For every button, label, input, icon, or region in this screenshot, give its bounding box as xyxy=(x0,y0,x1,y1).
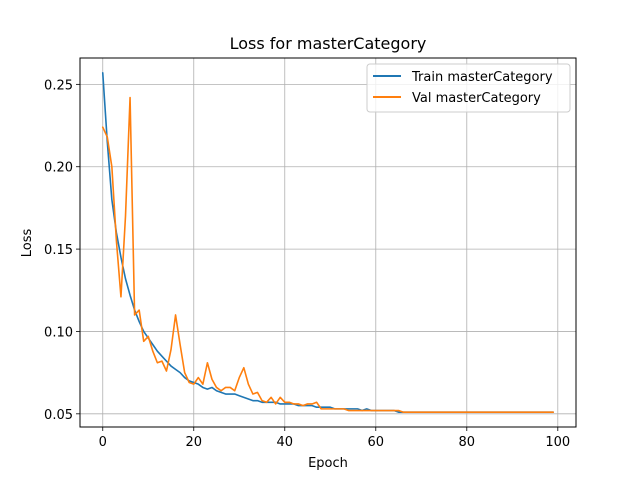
y-tick-label: 0.15 xyxy=(44,243,73,258)
x-tick-label: 20 xyxy=(185,435,202,450)
legend: Train masterCategory Val masterCategory xyxy=(366,63,571,113)
y-tick-label: 0.20 xyxy=(44,161,73,176)
chart-title: Loss for masterCategory xyxy=(230,34,427,53)
legend-label-train: Train masterCategory xyxy=(411,70,553,85)
legend-label-val: Val masterCategory xyxy=(412,91,541,106)
x-tick-label: 60 xyxy=(368,435,385,450)
y-tick-label: 0.10 xyxy=(44,325,73,340)
x-tick-label: 0 xyxy=(99,435,107,450)
x-axis-label: Epoch xyxy=(308,456,348,471)
x-tick-label: 40 xyxy=(276,435,293,450)
x-tick-label: 80 xyxy=(459,435,476,450)
series-line-val xyxy=(101,96,555,413)
x-tick-label: 100 xyxy=(545,435,570,450)
axis-ticks: 0 20 40 60 80 100 0.05 0.10 0.15 0.20 0.25 xyxy=(44,78,570,450)
y-tick-label: 0.05 xyxy=(44,408,73,423)
y-tick-label: 0.25 xyxy=(44,78,73,93)
y-axis-label: Loss xyxy=(20,229,35,258)
legend-box xyxy=(366,63,571,113)
series-lines xyxy=(101,72,555,413)
plot-frame xyxy=(79,57,577,428)
